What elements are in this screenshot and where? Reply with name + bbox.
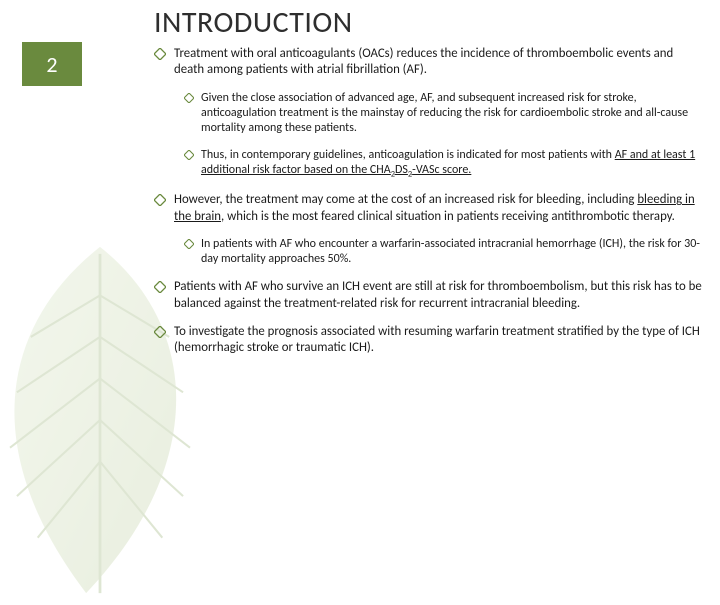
bullet-item: Patients with AF who survive an ICH even… [154, 279, 704, 312]
diamond-bullet-icon [154, 48, 166, 60]
bullet-text: Treatment with oral anticoagulants (OACs… [174, 46, 704, 79]
bullet-item: In patients with AF who encounter a warf… [184, 237, 704, 267]
diamond-bullet-icon [184, 239, 194, 249]
bullet-text: However, the treatment may come at the c… [174, 192, 704, 225]
diamond-bullet-icon [154, 326, 166, 338]
bullet-item: Thus, in contemporary guidelines, antico… [184, 148, 704, 180]
bullet-item: To investigate the prognosis associated … [154, 324, 704, 357]
page-number-badge: 2 [22, 42, 82, 86]
slide-body: Treatment with oral anticoagulants (OACs… [154, 46, 704, 369]
bullet-text: In patients with AF who encounter a warf… [201, 237, 704, 267]
bullet-text: Thus, in contemporary guidelines, antico… [201, 148, 704, 180]
slide-title: INTRODUCTION [154, 4, 353, 41]
bullet-text: To investigate the prognosis associated … [174, 324, 704, 357]
page-number: 2 [46, 51, 57, 78]
bullet-item: However, the treatment may come at the c… [154, 192, 704, 225]
diamond-bullet-icon [184, 93, 194, 103]
diamond-bullet-icon [154, 194, 166, 206]
diamond-bullet-icon [154, 281, 166, 293]
bullet-item: Given the close association of advanced … [184, 91, 704, 136]
bullet-text: Patients with AF who survive an ICH even… [174, 279, 704, 312]
bullet-item: Treatment with oral anticoagulants (OACs… [154, 46, 704, 79]
bullet-text: Given the close association of advanced … [201, 91, 704, 136]
diamond-bullet-icon [184, 150, 194, 160]
